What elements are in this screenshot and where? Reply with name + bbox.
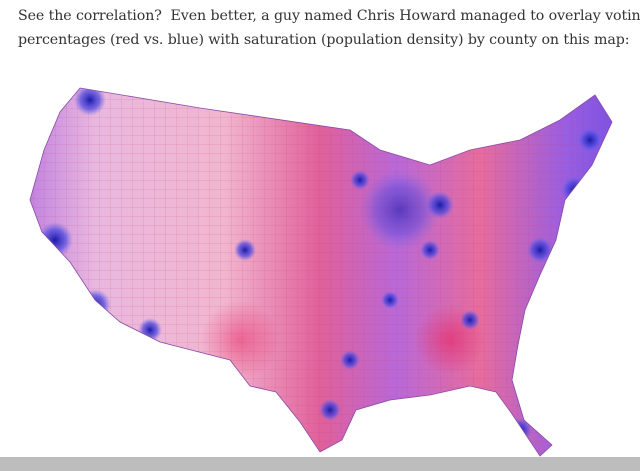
paragraph-line: See the correlation? Even better, a guy … <box>18 8 640 24</box>
county-map <box>29 87 613 457</box>
scroll-bar <box>0 457 640 471</box>
paragraph-line: percentages (red vs. blue) with saturati… <box>18 32 630 48</box>
